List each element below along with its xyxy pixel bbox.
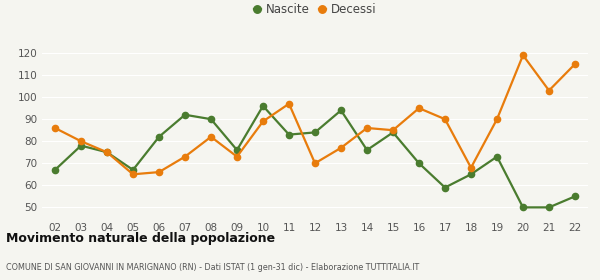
Decessi xyxy=(52,126,59,130)
Decessi xyxy=(520,53,527,57)
Nascite xyxy=(442,186,449,189)
Nascite xyxy=(233,148,241,152)
Nascite xyxy=(286,133,293,136)
Text: COMUNE DI SAN GIOVANNI IN MARIGNANO (RN) - Dati ISTAT (1 gen-31 dic) - Elaborazi: COMUNE DI SAN GIOVANNI IN MARIGNANO (RN)… xyxy=(6,263,419,272)
Nascite xyxy=(103,151,110,154)
Decessi xyxy=(364,126,371,130)
Nascite xyxy=(208,118,215,121)
Nascite xyxy=(77,144,85,147)
Decessi xyxy=(337,146,344,150)
Decessi xyxy=(571,62,578,66)
Nascite xyxy=(259,104,266,108)
Nascite xyxy=(389,131,397,134)
Decessi xyxy=(130,172,137,176)
Decessi xyxy=(442,118,449,121)
Decessi xyxy=(181,155,188,158)
Nascite xyxy=(415,162,422,165)
Nascite xyxy=(467,172,475,176)
Decessi xyxy=(259,120,266,123)
Decessi xyxy=(208,135,215,139)
Nascite xyxy=(337,109,344,112)
Nascite xyxy=(155,135,163,139)
Nascite xyxy=(364,148,371,152)
Nascite xyxy=(545,206,553,209)
Nascite xyxy=(181,113,188,116)
Nascite xyxy=(520,206,527,209)
Decessi xyxy=(389,129,397,132)
Decessi xyxy=(415,106,422,110)
Decessi xyxy=(467,166,475,169)
Decessi xyxy=(77,139,85,143)
Text: Movimento naturale della popolazione: Movimento naturale della popolazione xyxy=(6,232,275,245)
Decessi xyxy=(311,162,319,165)
Decessi xyxy=(103,151,110,154)
Nascite xyxy=(493,155,500,158)
Line: Nascite: Nascite xyxy=(52,103,578,211)
Decessi xyxy=(233,155,241,158)
Nascite xyxy=(571,195,578,198)
Decessi xyxy=(545,89,553,92)
Decessi xyxy=(493,118,500,121)
Decessi xyxy=(286,102,293,105)
Nascite xyxy=(130,168,137,172)
Decessi xyxy=(155,171,163,174)
Line: Decessi: Decessi xyxy=(52,52,578,178)
Nascite xyxy=(52,168,59,172)
Nascite xyxy=(311,131,319,134)
Legend: Nascite, Decessi: Nascite, Decessi xyxy=(249,0,381,21)
